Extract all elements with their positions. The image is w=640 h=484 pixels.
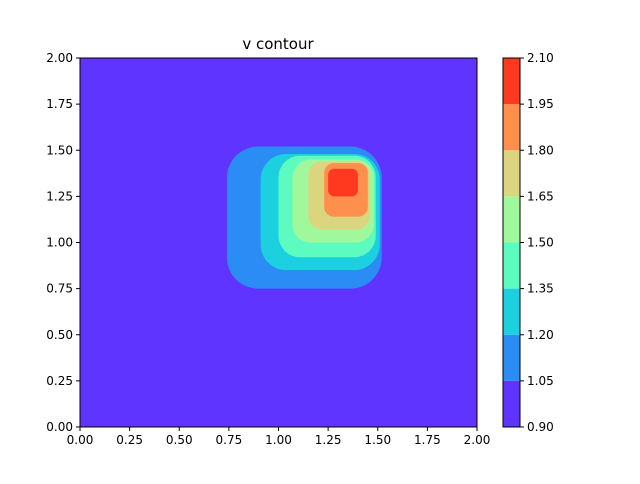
y-tick-label: 0.50 [46,328,73,342]
colorbar-band-1 [503,334,520,381]
y-tick-label: 0.00 [46,420,73,434]
colorbar-tick-label: 1.35 [527,282,554,296]
colorbar-band-0 [503,380,520,427]
x-tick-label: 0.25 [116,433,143,447]
colorbar: 0.90 1.05 1.20 1.35 1.50 1.65 1.80 1.95 2.10 [502,51,554,434]
colorbar-tick-label: 2.10 [527,51,554,65]
x-tick-label: 2.00 [464,433,491,447]
x-tick-label: 0.00 [67,433,94,447]
x-tick-label: 1.25 [315,433,342,447]
x-tick-label: 1.50 [364,433,391,447]
x-tick-label: 1.00 [265,433,292,447]
x-tick-label: 0.50 [166,433,193,447]
y-tick-label: 0.25 [46,374,73,388]
colorbar-tick-label: 1.50 [527,236,554,250]
plot-area [79,57,478,428]
colorbar-band-3 [503,242,520,289]
contour-band-7 [328,168,358,197]
colorbar-band-4 [503,196,520,243]
colorbar-tick-label: 1.65 [527,189,554,203]
x-tick-label: 0.75 [216,433,243,447]
x-tick-label: 1.75 [414,433,441,447]
colorbar-tick-label: 0.90 [527,420,554,434]
x-axis: 0.00 0.25 0.50 0.75 1.00 1.25 1.50 1.75 2.00 [67,427,491,447]
y-tick-label: 1.25 [46,189,73,203]
y-tick-label: 0.75 [46,282,73,296]
colorbar-band-6 [503,104,520,151]
colorbar-tick-label: 1.95 [527,97,554,111]
y-tick-label: 1.50 [46,143,73,157]
colorbar-band-5 [503,150,520,197]
colorbar-tick-label: 1.20 [527,328,554,342]
y-tick-label: 2.00 [46,51,73,65]
chart-title: v contour [242,35,314,53]
colorbar-tick-label: 1.05 [527,374,554,388]
colorbar-band-2 [503,288,520,335]
y-tick-label: 1.75 [46,97,73,111]
colorbar-tick-label: 1.80 [527,143,554,157]
colorbar-band-7 [503,58,520,105]
y-tick-label: 1.00 [46,236,73,250]
y-axis: 0.00 0.25 0.50 0.75 1.00 1.25 1.50 1.75 2.00 [46,51,80,434]
